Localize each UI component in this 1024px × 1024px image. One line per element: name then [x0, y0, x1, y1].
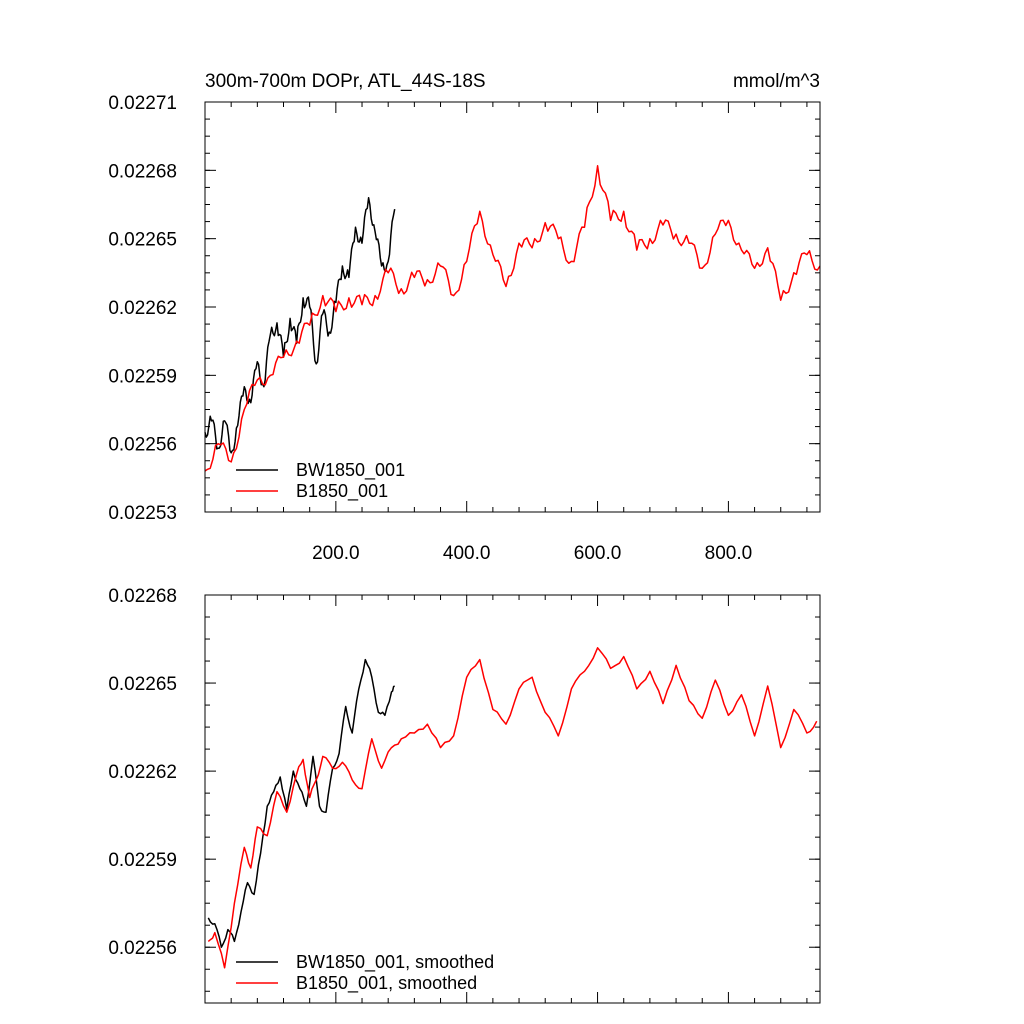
y-tick-label: 0.02262 [108, 298, 177, 319]
y-tick-label: 0.02265 [108, 674, 177, 695]
y-tick-label: 0.02259 [108, 850, 177, 871]
series-line-bw1850 [207, 658, 396, 948]
bottom-panel: 0.02256 0.02259 0.02262 0.02265 0.02268 BW18… [108, 586, 821, 1004]
legend-label: BW1850_001, smoothed [296, 952, 494, 973]
x-tick-label: 800.0 [705, 543, 753, 564]
top-series [204, 165, 821, 472]
legend-label: BW1850_001 [296, 460, 405, 481]
legend-label: B1850_001 [296, 481, 388, 502]
legend-label: B1850_001, smoothed [296, 973, 477, 994]
y-tick-label: 0.02265 [108, 230, 177, 251]
y-tick-label: 0.02256 [108, 938, 177, 959]
y-tick-label: 0.02268 [108, 586, 177, 607]
bottom-series [207, 647, 818, 969]
top-panel: 300m-700m DOPr, ATL_44S-18S mmol/m^3 0.0… [108, 71, 821, 564]
x-tick-label: 400.0 [443, 543, 491, 564]
y-tick-label: 0.02262 [108, 762, 177, 783]
y-tick-label: 0.02256 [108, 435, 177, 456]
top-axes: 0.02253 0.02256 0.02259 0.02262 0.02265 0.022… [108, 93, 820, 564]
top-plot-frame [204, 101, 821, 513]
x-tick-label: 200.0 [312, 543, 360, 564]
series-line-b1850 [204, 165, 821, 472]
bottom-plot-frame [204, 594, 821, 1004]
y-tick-label: 0.02271 [108, 93, 177, 114]
y-tick-label: 0.02253 [108, 503, 177, 524]
y-tick-label: 0.02259 [108, 366, 177, 387]
bottom-axes: 0.02256 0.02259 0.02262 0.02265 0.02268 [108, 586, 820, 1003]
series-line-bw1850 [204, 196, 396, 454]
chart-title: 300m-700m DOPr, ATL_44S-18S [205, 71, 486, 92]
y-tick-label: 0.02268 [108, 161, 177, 182]
series-line-b1850 [207, 647, 818, 969]
x-tick-label: 600.0 [574, 543, 622, 564]
units-label: mmol/m^3 [733, 71, 820, 92]
